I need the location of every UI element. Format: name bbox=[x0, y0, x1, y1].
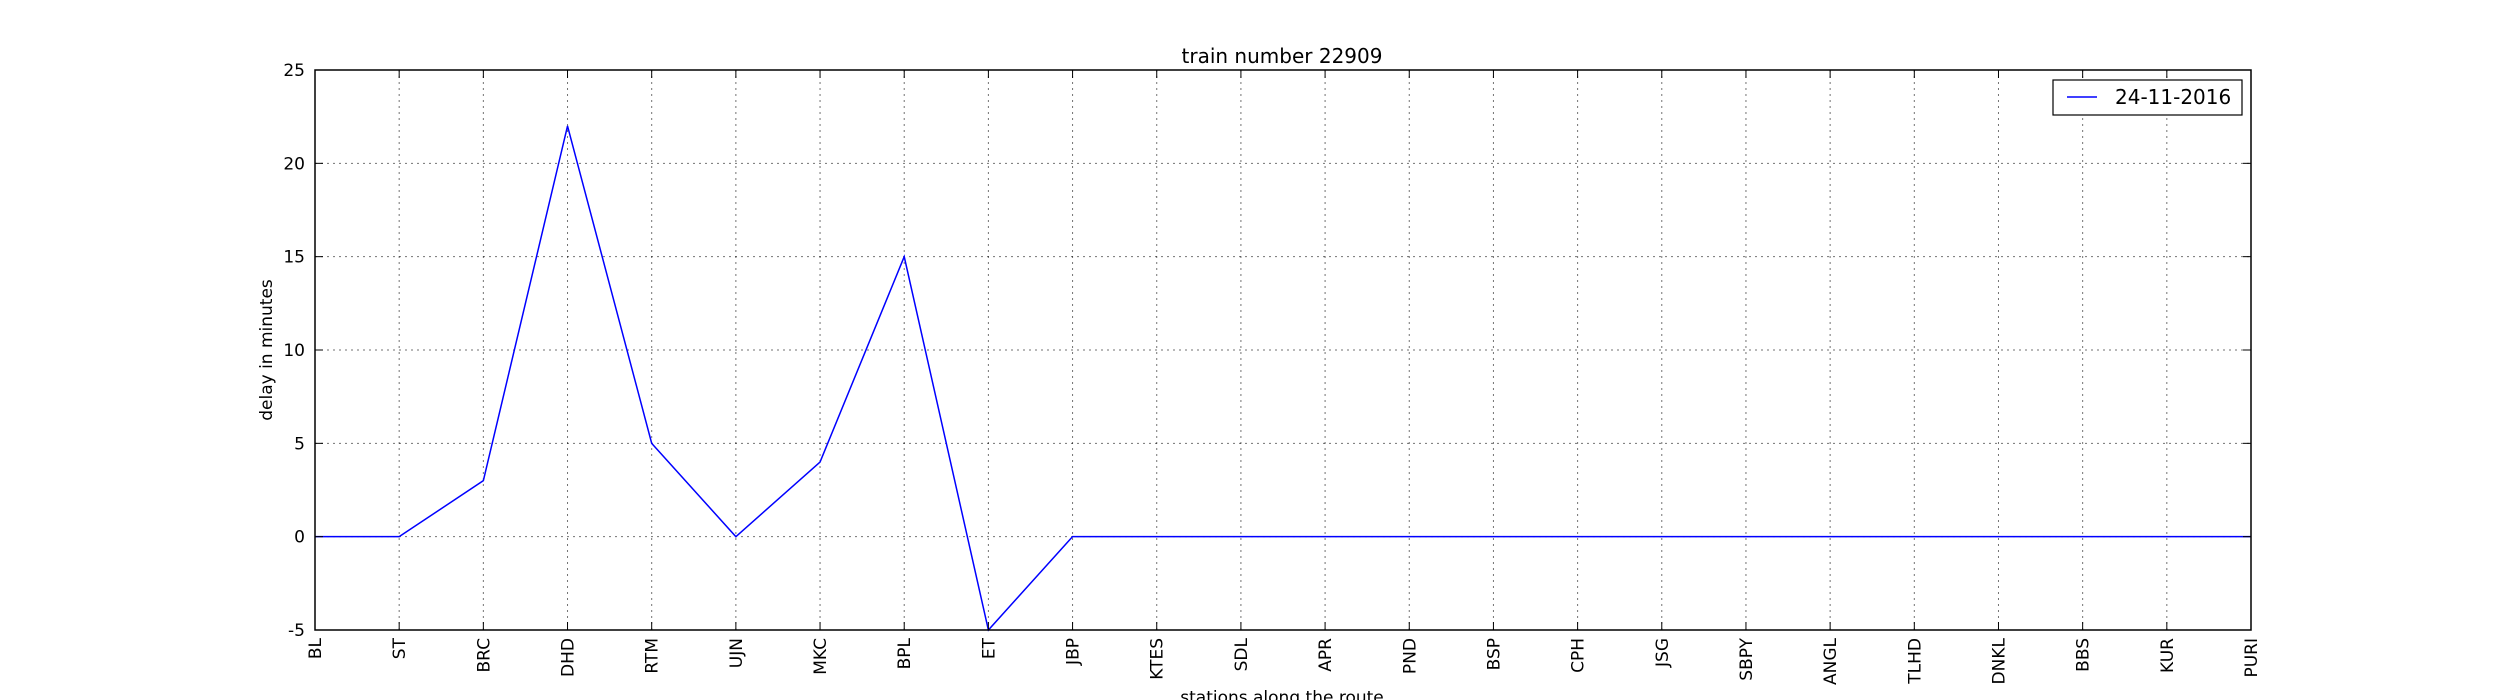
data-point bbox=[819, 461, 821, 463]
data-point bbox=[1240, 536, 1242, 538]
x-tick-label: TLHD bbox=[1905, 638, 1925, 685]
data-point bbox=[903, 256, 905, 258]
grid bbox=[315, 70, 2251, 630]
data-point bbox=[1913, 536, 1915, 538]
x-tick-label: SDL bbox=[1232, 637, 1252, 671]
y-tick-label: 25 bbox=[283, 61, 305, 81]
x-tick-label: BSP bbox=[1484, 638, 1504, 670]
x-tick-label: ST bbox=[390, 637, 410, 659]
data-point bbox=[1829, 536, 1831, 538]
series-line bbox=[315, 125, 2251, 632]
x-tick-label: BBS bbox=[2074, 638, 2094, 672]
data-point bbox=[2166, 536, 2168, 538]
y-axis-label: delay in minutes bbox=[257, 279, 277, 421]
x-tick-label: ANGL bbox=[1821, 637, 1841, 685]
series-layer bbox=[314, 125, 2252, 632]
x-tick-label: SBPY bbox=[1737, 637, 1757, 680]
x-tick-label: RTM bbox=[643, 638, 663, 674]
y-tick-label: 15 bbox=[283, 248, 305, 268]
data-point bbox=[1408, 536, 1410, 538]
data-point bbox=[1072, 536, 1074, 538]
x-tick-label: UJN bbox=[727, 638, 747, 668]
x-tick-label: KUR bbox=[2158, 638, 2178, 673]
legend-label: 24-11-2016 bbox=[2115, 85, 2231, 109]
data-point bbox=[1997, 536, 1999, 538]
x-tick-label: BRC bbox=[474, 638, 494, 673]
y-tick-label: 10 bbox=[283, 341, 305, 361]
legend: 24-11-2016 bbox=[2052, 79, 2243, 116]
data-point bbox=[1577, 536, 1579, 538]
data-point bbox=[2082, 536, 2084, 538]
x-tick-label: BL bbox=[306, 637, 326, 659]
x-tick-label: DNKL bbox=[1989, 637, 2009, 684]
y-axis: -5 0 5 10 15 20 25 bbox=[283, 61, 2251, 641]
x-tick-label: PURI bbox=[2242, 638, 2262, 678]
x-tick-label: CPH bbox=[1569, 638, 1589, 673]
x-tick-label: MKC bbox=[811, 638, 831, 675]
x-tick-label: ET bbox=[979, 637, 999, 659]
x-axis-label: stations along the route bbox=[1180, 688, 1384, 700]
data-point bbox=[1745, 536, 1747, 538]
data-point bbox=[1156, 536, 1158, 538]
x-axis: BL ST BRC DHD RTM UJN MKC BPL ET JBP KTES SDL APR PND… bbox=[306, 70, 2262, 685]
data-point bbox=[651, 442, 653, 444]
data-point bbox=[567, 125, 569, 127]
x-tick-label: PND bbox=[1400, 638, 1420, 674]
y-tick-label: 5 bbox=[294, 434, 305, 454]
x-tick-label: JSG bbox=[1653, 638, 1673, 668]
x-tick-label: BPL bbox=[895, 637, 915, 669]
x-tick-label: JBP bbox=[1064, 638, 1084, 666]
data-point bbox=[1324, 536, 1326, 538]
data-point bbox=[1661, 536, 1663, 538]
x-tick-label: APR bbox=[1316, 638, 1336, 672]
x-tick-label: DHD bbox=[559, 638, 579, 677]
data-point bbox=[482, 480, 484, 482]
data-point bbox=[735, 536, 737, 538]
x-tick-label: KTES bbox=[1148, 638, 1168, 680]
data-point bbox=[1492, 536, 1494, 538]
y-tick-label: 0 bbox=[294, 528, 305, 548]
y-tick-label: 20 bbox=[283, 154, 305, 174]
y-tick-label: -5 bbox=[288, 621, 305, 641]
chart-title: train number 22909 bbox=[1182, 44, 1383, 68]
data-point bbox=[398, 536, 400, 538]
